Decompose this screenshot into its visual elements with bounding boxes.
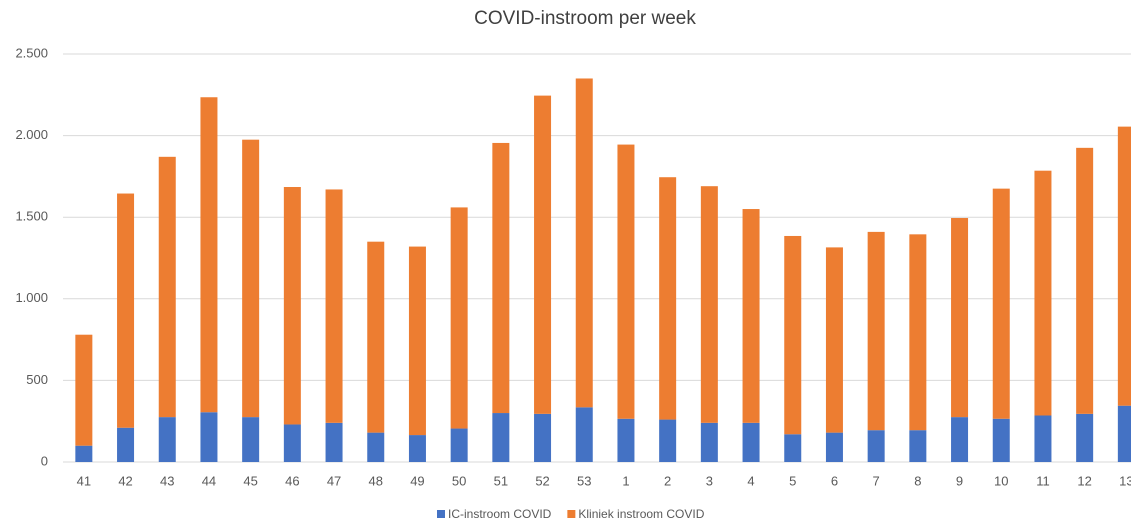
legend-label: Kliniek instroom COVID bbox=[578, 507, 704, 521]
bar-segment bbox=[825, 247, 843, 433]
bar-segment bbox=[492, 413, 510, 462]
bar-segment bbox=[825, 432, 843, 462]
x-tick-label: 47 bbox=[327, 473, 341, 488]
legend-swatch bbox=[567, 510, 576, 518]
bar-segment bbox=[75, 334, 93, 446]
bar-segment bbox=[700, 422, 718, 462]
bar-segment bbox=[75, 445, 93, 462]
x-tick-label: 53 bbox=[577, 473, 591, 488]
x-tick-label: 3 bbox=[706, 473, 713, 488]
bar-segment bbox=[367, 432, 385, 462]
bar-segment bbox=[1034, 415, 1052, 462]
bar-segment bbox=[1117, 126, 1131, 406]
bar-segment bbox=[617, 144, 635, 419]
bar-segment bbox=[325, 422, 343, 462]
chart-title: COVID-instroom per week bbox=[474, 8, 696, 29]
x-tick-label: 11 bbox=[1036, 473, 1050, 488]
x-tick-label: 42 bbox=[118, 473, 132, 488]
x-tick-label: 45 bbox=[243, 473, 257, 488]
x-tick-label: 43 bbox=[160, 473, 174, 488]
x-tick-label: 50 bbox=[452, 473, 466, 488]
bar-segment bbox=[283, 187, 301, 425]
x-tick-label: 9 bbox=[956, 473, 963, 488]
bar-segment bbox=[1117, 405, 1131, 462]
bar-segment bbox=[492, 142, 510, 414]
bar-segment bbox=[909, 234, 927, 431]
bar-segment bbox=[283, 424, 301, 462]
bar-segment bbox=[992, 188, 1010, 419]
bar-segment bbox=[742, 209, 760, 423]
bar-segment bbox=[242, 139, 260, 418]
bar-segment bbox=[367, 241, 385, 433]
bar-segment bbox=[867, 430, 885, 462]
x-tick-label: 4 bbox=[747, 473, 754, 488]
x-tick-label: 1 bbox=[622, 473, 629, 488]
bar-segment bbox=[867, 231, 885, 431]
y-tick-label: 0 bbox=[41, 453, 48, 468]
bar-segment bbox=[951, 218, 969, 418]
x-tick-label: 46 bbox=[285, 473, 299, 488]
x-tick-label: 41 bbox=[77, 473, 91, 488]
x-tick-label: 7 bbox=[873, 473, 880, 488]
bar-segment bbox=[408, 246, 426, 436]
y-tick-label: 1.000 bbox=[15, 290, 48, 305]
bar-segment bbox=[1076, 413, 1094, 462]
x-tick-label: 52 bbox=[535, 473, 549, 488]
bar-segment bbox=[408, 435, 426, 462]
x-tick-label: 6 bbox=[831, 473, 838, 488]
bar-segment bbox=[909, 430, 927, 462]
x-tick-label: 44 bbox=[202, 473, 216, 488]
bar-segment bbox=[158, 417, 176, 462]
bar-segment bbox=[575, 78, 593, 408]
bar-segment bbox=[200, 97, 218, 413]
bar-segment bbox=[992, 418, 1010, 462]
bar-segment bbox=[617, 418, 635, 462]
x-tick-label: 5 bbox=[789, 473, 796, 488]
x-tick-label: 8 bbox=[914, 473, 921, 488]
bar-segment bbox=[534, 413, 552, 462]
y-tick-label: 500 bbox=[26, 372, 48, 387]
bar-segment bbox=[200, 412, 218, 462]
x-tick-label: 48 bbox=[369, 473, 383, 488]
x-tick-label: 12 bbox=[1077, 473, 1091, 488]
bar-segment bbox=[1034, 170, 1052, 416]
x-tick-label: 2 bbox=[664, 473, 671, 488]
bar-segment bbox=[450, 207, 468, 429]
x-tick-label: 13 bbox=[1119, 473, 1131, 488]
bar-segment bbox=[534, 95, 552, 414]
bar-segment bbox=[117, 193, 135, 428]
legend-swatch bbox=[437, 510, 445, 518]
bar-segment bbox=[784, 235, 802, 435]
bar-segment bbox=[659, 419, 677, 462]
bar-segment bbox=[700, 186, 718, 423]
bar-segment bbox=[951, 417, 969, 462]
legend-label: IC-instroom COVID bbox=[448, 507, 552, 521]
bar-segment bbox=[1076, 147, 1094, 414]
x-tick-label: 51 bbox=[494, 473, 508, 488]
bar-segment bbox=[742, 422, 760, 462]
bar-segment bbox=[158, 156, 176, 418]
y-tick-label: 2.000 bbox=[15, 127, 48, 142]
bar-segment bbox=[450, 428, 468, 462]
y-tick-label: 2.500 bbox=[15, 45, 48, 60]
x-tick-label: 49 bbox=[410, 473, 424, 488]
bar-segment bbox=[659, 177, 677, 420]
y-tick-label: 1.500 bbox=[15, 209, 48, 224]
bar-segment bbox=[242, 417, 260, 462]
bar-segment bbox=[575, 407, 593, 462]
bar-segment bbox=[325, 189, 343, 423]
bar-segment bbox=[784, 434, 802, 462]
x-tick-label: 10 bbox=[994, 473, 1008, 488]
bar-segment bbox=[117, 427, 135, 462]
